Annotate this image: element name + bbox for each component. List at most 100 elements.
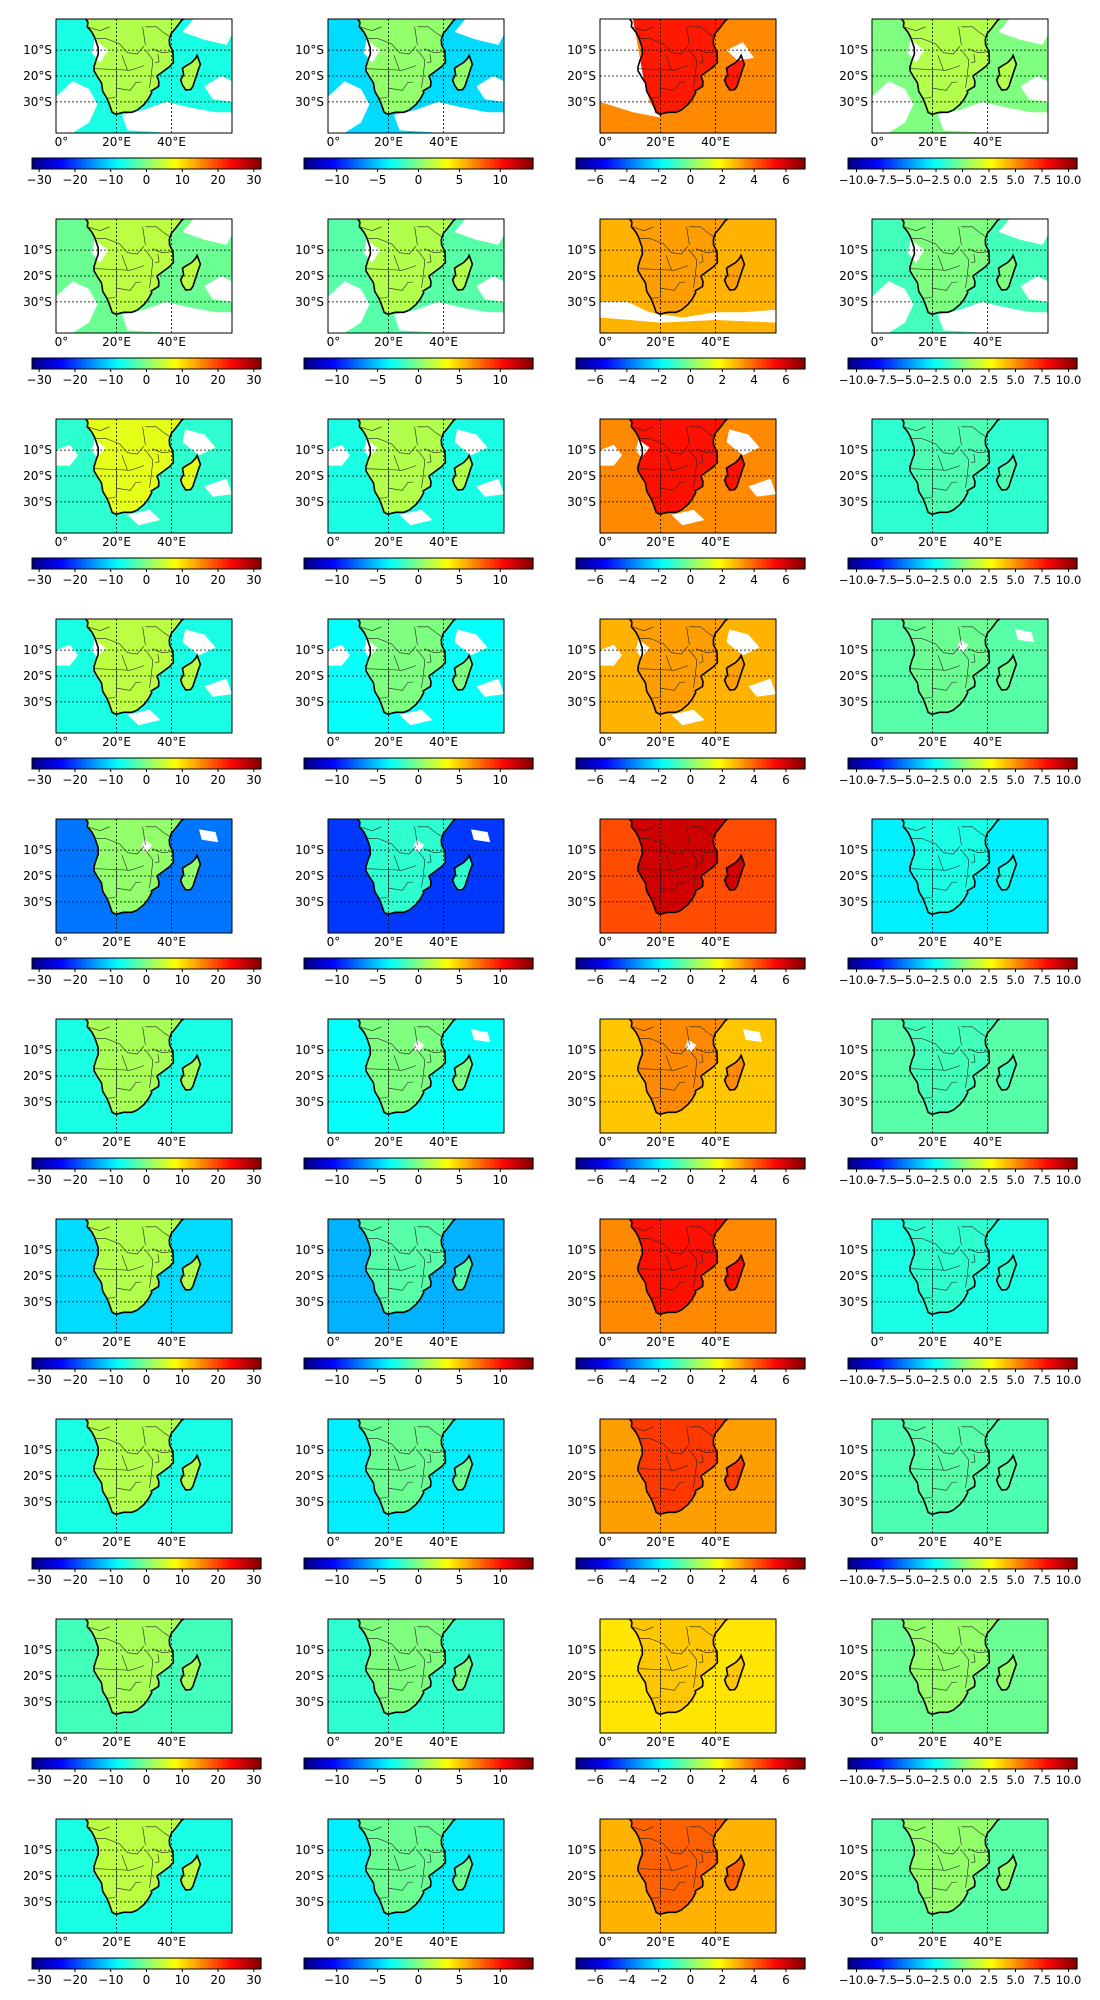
colorbar-segment bbox=[67, 1958, 72, 1969]
colorbar-tick-label: 0.0 bbox=[953, 573, 971, 587]
colorbar-tick-label: 10 bbox=[493, 373, 508, 387]
colorbar-segment bbox=[382, 1758, 387, 1769]
colorbar-segment bbox=[626, 158, 631, 169]
colorbar-segment bbox=[848, 1158, 853, 1169]
colorbar-segment bbox=[697, 1558, 702, 1569]
colorbar-segment bbox=[121, 1758, 126, 1769]
colorbar-segment bbox=[998, 1958, 1003, 1969]
madagascar-coastline bbox=[995, 53, 1018, 91]
colorbar-segment bbox=[1005, 958, 1010, 969]
colorbar-segment bbox=[472, 1158, 477, 1169]
colorbar-segment bbox=[593, 1958, 599, 1969]
colorbar-tick-label: −10.0 bbox=[839, 973, 874, 987]
colorbar-segment bbox=[583, 558, 588, 569]
colorbar-segment bbox=[711, 958, 717, 969]
madagascar-field bbox=[996, 655, 1017, 690]
colorbar-segment bbox=[461, 558, 466, 569]
country-border bbox=[932, 681, 958, 691]
colorbar-segment bbox=[482, 358, 488, 369]
colorbar-segment bbox=[307, 358, 312, 369]
colorbar-segment bbox=[901, 1558, 906, 1569]
colorbar-segment bbox=[42, 958, 47, 969]
colorbar-tick-label: 20 bbox=[210, 1573, 225, 1587]
colorbar-segment bbox=[193, 1758, 198, 1769]
colorbar-segment bbox=[329, 1558, 334, 1569]
colorbar-segment bbox=[150, 1558, 155, 1569]
colorbar-segment bbox=[851, 358, 856, 369]
colorbar-segment bbox=[439, 558, 445, 569]
colorbar-segment bbox=[1019, 1758, 1024, 1769]
colorbar-segment bbox=[747, 1158, 752, 1169]
colorbar-segment bbox=[1005, 1558, 1010, 1569]
latitude-tick-label: 20°S bbox=[567, 869, 596, 883]
country-border bbox=[689, 249, 697, 288]
country-border bbox=[631, 1426, 654, 1432]
colorbar-segment bbox=[848, 1358, 853, 1369]
colorbar-segment bbox=[1037, 1758, 1042, 1769]
colorbar-segment bbox=[608, 1958, 613, 1969]
colorbar-segment bbox=[207, 1358, 212, 1369]
colorbar-segment bbox=[400, 1558, 405, 1569]
colorbar-segment bbox=[157, 758, 162, 769]
colorbar-segment bbox=[386, 558, 391, 569]
colorbar-segment bbox=[235, 1758, 241, 1769]
colorbar-segment bbox=[991, 958, 996, 969]
colorbar-segment bbox=[898, 1158, 903, 1169]
colorbar-segment bbox=[1016, 958, 1021, 969]
map-frame bbox=[871, 1218, 1049, 1334]
colorbar-segment bbox=[361, 1558, 366, 1569]
colorbar-segment bbox=[160, 958, 165, 969]
colorbar-segment bbox=[382, 758, 387, 769]
colorbar-segment bbox=[1073, 1158, 1078, 1169]
colorbar-segment bbox=[354, 558, 359, 569]
colorbar-segment bbox=[468, 758, 473, 769]
colorbar-segment bbox=[690, 958, 695, 969]
coastline bbox=[85, 419, 185, 516]
land-field bbox=[85, 1419, 232, 1515]
colorbar-segment bbox=[454, 158, 459, 169]
country-border bbox=[637, 1265, 689, 1271]
colorbar-r3-c3: −6 −4 −2 0 2 4 6 bbox=[575, 557, 806, 587]
country-border bbox=[932, 1481, 958, 1491]
colorbar-r2-c4: −10.0−7.5−5.0−2.5 0.0 2.5 5.0 7.5 10.0 bbox=[839, 357, 1081, 387]
country-border bbox=[417, 849, 425, 888]
colorbar-segment bbox=[869, 1358, 874, 1369]
country-border bbox=[106, 1897, 117, 1899]
colorbar-segment bbox=[787, 158, 792, 169]
colorbar-segment bbox=[121, 758, 126, 769]
colorbar-segment bbox=[486, 158, 491, 169]
colorbar-segment bbox=[85, 1958, 90, 1969]
longitude-tick-label: 0° bbox=[55, 1935, 69, 1949]
colorbar-segment bbox=[722, 1558, 727, 1569]
colorbar-segment bbox=[962, 1758, 967, 1769]
colorbar-tick-label: −7.5 bbox=[869, 573, 897, 587]
colorbar-segment bbox=[658, 1158, 663, 1169]
map-panel-r6-c3: 10°S20°S30°S0° 20°E 40°E−6 −4 −2 0 2 4 6 bbox=[567, 1018, 806, 1187]
colorbar-segment bbox=[694, 1358, 699, 1369]
colorbar-segment bbox=[382, 1358, 387, 1369]
colorbar-segment bbox=[350, 158, 355, 169]
colorbar-segment bbox=[500, 158, 505, 169]
colorbar-segment bbox=[218, 758, 223, 769]
colorbar-tick-label: 20 bbox=[210, 973, 225, 987]
colorbar-segment bbox=[182, 1958, 187, 1969]
colorbar-segment bbox=[1019, 1958, 1024, 1969]
madagascar-field bbox=[724, 55, 745, 90]
country-border bbox=[696, 1248, 717, 1254]
colorbar-segment bbox=[1026, 1158, 1032, 1169]
colorbar-segment bbox=[400, 358, 405, 369]
coastline bbox=[901, 1619, 1001, 1716]
colorbar-segment bbox=[858, 1558, 863, 1569]
latitude-tick-label: 10°S bbox=[839, 43, 868, 57]
colorbar-segment bbox=[694, 1958, 699, 1969]
colorbar-segment bbox=[779, 358, 785, 369]
colorbar-segment bbox=[164, 958, 169, 969]
colorbar-segment bbox=[783, 358, 788, 369]
colorbar-segment bbox=[576, 958, 581, 969]
colorbar-segment bbox=[243, 958, 248, 969]
colorbar-segment bbox=[779, 558, 785, 569]
colorbar-segment bbox=[601, 558, 606, 569]
colorbar-segment bbox=[210, 558, 216, 569]
colorbar-segment bbox=[772, 558, 777, 569]
colorbar-segment bbox=[1037, 1358, 1042, 1369]
